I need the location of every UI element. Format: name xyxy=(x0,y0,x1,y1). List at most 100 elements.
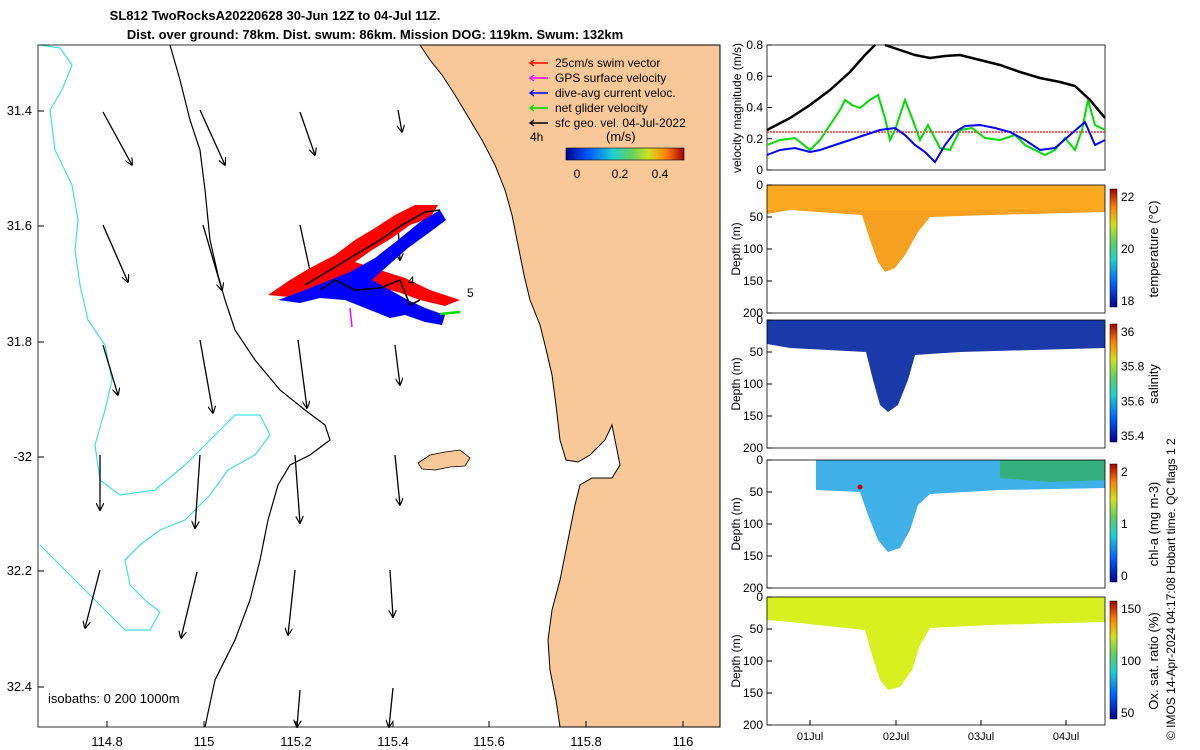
depth-tick-label: 200 xyxy=(743,581,763,595)
time-tick-label: 04Jul xyxy=(1053,731,1079,743)
map-x-tick-label: 115.2 xyxy=(280,734,312,749)
surface-velocity-arrow xyxy=(85,569,101,628)
speed-cbar-tick-1: 0.2 xyxy=(612,167,629,181)
speed-colorbar xyxy=(565,147,685,161)
map-x-tick-label: 114.8 xyxy=(91,734,123,749)
surface-velocity-arrow xyxy=(297,689,300,727)
section-colorbar xyxy=(1109,188,1118,308)
map-y-tick-label: 31.4 xyxy=(7,103,32,118)
colorbar-label: salinity xyxy=(1146,364,1161,404)
salinity-section xyxy=(767,320,1105,412)
map-x-tick-label: 115.8 xyxy=(570,734,602,749)
map-x-tick-label: 115.4 xyxy=(377,734,409,749)
depth-tick-label: 50 xyxy=(750,622,764,636)
colorbar-tick-label: 150 xyxy=(1121,602,1141,616)
surface-velocity-arrow xyxy=(394,454,400,505)
colorbar-tick-label: 35.8 xyxy=(1121,360,1145,374)
isobaths-label: isobaths: 0 200 1000m xyxy=(48,691,180,706)
legend-arrowhead xyxy=(528,89,535,97)
colorbar-label: Ox. sat. ratio (%) xyxy=(1146,612,1161,710)
legend-entry-label: net glider velocity xyxy=(555,101,648,115)
swim-vector-band xyxy=(268,205,460,306)
chl-a-max-point xyxy=(857,484,863,490)
legend-arrowhead xyxy=(528,74,535,82)
depth-tick-label: 0 xyxy=(756,453,763,467)
map-y-tick-label: 31.6 xyxy=(7,218,32,233)
map-y-tick-label: -32 xyxy=(13,449,32,464)
surface-velocity-arrow xyxy=(102,111,132,165)
track-label-5: 5 xyxy=(467,286,474,300)
track-label-4: 4 xyxy=(408,274,415,288)
series-dive-avg-blue xyxy=(766,120,1106,164)
legend-4h-label: 4h xyxy=(530,130,543,144)
map-y-tick-label: 32.4 xyxy=(7,679,32,694)
surface-velocity-arrow xyxy=(288,569,296,635)
surface-velocity-arrow xyxy=(202,224,222,290)
depth-tick-label: 200 xyxy=(743,306,763,320)
map-y-tick-label: 32.2 xyxy=(7,563,32,578)
surface-velocity-arrow xyxy=(294,454,300,523)
dive-avg-band xyxy=(278,210,446,325)
depth-tick-label: 50 xyxy=(750,345,764,359)
rottnest-island xyxy=(417,449,471,471)
depth-tick-label: 50 xyxy=(750,210,764,224)
chl-a-high-patch xyxy=(1000,460,1105,482)
chl-a-section xyxy=(816,460,1105,552)
time-tick-label: 03Jul xyxy=(968,731,994,743)
chart-title-line1: SL812 TwoRocksA20220628 30-Jun 12Z to 04… xyxy=(109,8,441,23)
colorbar-tick-label: 36 xyxy=(1121,325,1135,339)
colorbar-tick-label: 0 xyxy=(1121,569,1128,583)
colorbar-tick-label: 2 xyxy=(1121,465,1128,479)
depth-tick-label: 0 xyxy=(756,590,763,604)
velocity-y-tick-label: 0.8 xyxy=(746,38,763,52)
speed-cbar-tick-0: 0 xyxy=(574,167,581,181)
gps-surface-velocity-arrow xyxy=(349,307,353,328)
map-y-axis: 31.4 31.6 31.8 -32 32.2 32.4 xyxy=(7,103,44,694)
legend-arrowhead xyxy=(528,119,535,127)
map-y-tick-label: 31.8 xyxy=(7,334,32,349)
colorbar-tick-label: 1 xyxy=(1121,517,1128,531)
isobath-200 xyxy=(169,44,331,728)
oxygen-section xyxy=(767,597,1105,690)
surface-velocity-arrow xyxy=(299,111,315,155)
track-line xyxy=(304,209,441,307)
colorbar-label: chl-a (mg m-3) xyxy=(1146,482,1161,567)
depth-tick-label: 100 xyxy=(743,517,763,531)
surface-velocity-arrow xyxy=(195,454,201,528)
legend-entry-label: sfc geo. vel. 04-Jul-2022 xyxy=(555,116,686,130)
depth-tick-label: 50 xyxy=(750,485,764,499)
velocity-y-tick-label: 0.2 xyxy=(746,132,763,146)
legend-entry-label: 25cm/s swim vector xyxy=(555,56,660,70)
series-distance-black xyxy=(766,43,1106,132)
map-x-tick-label: 115.6 xyxy=(473,734,505,749)
section-colorbar xyxy=(1109,600,1118,720)
depth-tick-label: 200 xyxy=(743,718,763,732)
glider-track: 4 5 xyxy=(268,205,474,328)
depth-tick-label: 150 xyxy=(743,686,763,700)
time-tick-label: 02Jul xyxy=(883,731,909,743)
depth-tick-label: 150 xyxy=(743,549,763,563)
temperature-section xyxy=(767,185,1105,272)
depth-tick-label: 0 xyxy=(756,178,763,192)
map-x-tick-label: 115 xyxy=(194,734,215,749)
map-x-tick-label: 116 xyxy=(673,734,694,749)
depth-tick-label: 100 xyxy=(743,242,763,256)
velocity-ylabel: velocity magnitude (m/s) xyxy=(730,43,744,173)
surface-velocity-arrow xyxy=(389,687,394,727)
map-land xyxy=(419,44,721,728)
legend-entry-label: GPS surface velocity xyxy=(555,71,666,85)
depth-tick-label: 200 xyxy=(743,441,763,455)
salinity-field xyxy=(767,320,1105,412)
surface-velocity-arrow xyxy=(398,109,402,132)
series-net-velocity-green xyxy=(766,93,1106,157)
isobath-1000 xyxy=(39,44,271,631)
velocity-y-axis: 0 0.2 0.4 0.6 0.8 xyxy=(746,38,772,177)
colorbar-tick-label: 100 xyxy=(1121,654,1141,668)
temperature-surface-band xyxy=(767,185,1105,210)
section-ylabel: Depth (m) xyxy=(729,497,743,550)
legend-entry-label: dive-avg current veloc. xyxy=(555,86,676,100)
map-frame xyxy=(37,44,721,728)
